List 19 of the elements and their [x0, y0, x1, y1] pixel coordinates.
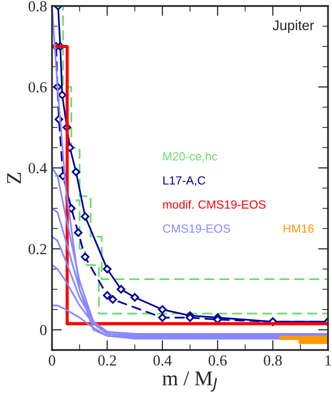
annotation: Jupiter: [272, 20, 314, 33]
y-tick-label: 0.2: [28, 244, 46, 254]
x-tick-label: 0.4: [153, 355, 172, 366]
x-tick-label: 0.6: [208, 355, 227, 366]
text: CMS19-EOS: [163, 224, 230, 233]
x-tick-label: 0: [48, 355, 56, 366]
y-tick-label: 0.6: [28, 82, 47, 92]
x-tick-label: 0.2: [98, 355, 116, 366]
text: L17-A,C: [163, 176, 206, 186]
text: HM16: [284, 224, 314, 233]
x-axis-title: m / M$_{J}$: [162, 371, 217, 392]
y-tick-label: 0.8: [28, 1, 47, 12]
x-tick-label: 0.8: [264, 355, 282, 366]
y-tick-label: 0.4: [28, 163, 47, 174]
y-axis-title: Z: [7, 172, 21, 184]
y-tick-label: 0: [40, 324, 47, 336]
text: M20-ce,hc: [163, 152, 218, 162]
x-tick-label: 1: [326, 355, 331, 366]
text: modif. CMS19-EOS: [163, 200, 266, 209]
